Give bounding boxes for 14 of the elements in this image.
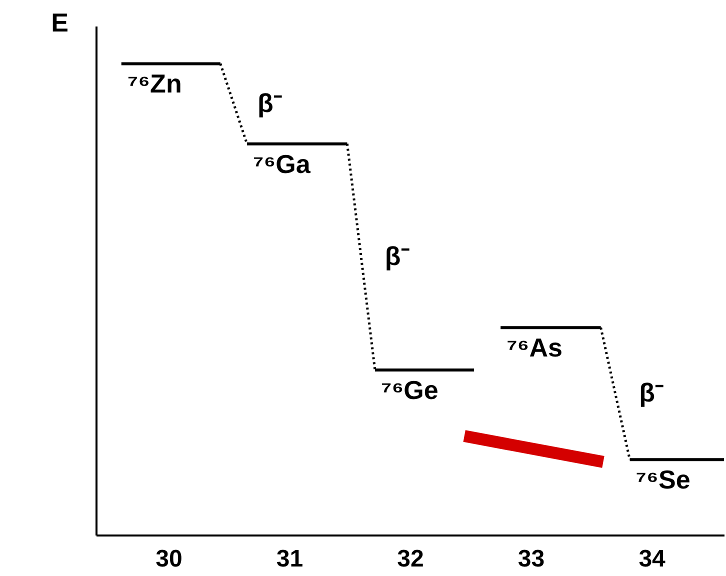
series-label: ⁷⁶As bbox=[506, 332, 563, 363]
x-tick-label: 32 bbox=[397, 546, 424, 572]
y-axis-title: E bbox=[51, 8, 68, 38]
annotation: β⁻ bbox=[639, 378, 664, 408]
annotation: β⁻ bbox=[257, 88, 282, 118]
series-label: ⁷⁶Se bbox=[636, 464, 690, 495]
annotation: β⁻ bbox=[384, 240, 410, 271]
series-label: ⁷⁶Ga bbox=[252, 148, 311, 179]
x-tick-label: 34 bbox=[638, 546, 666, 572]
series-label: ⁷⁶Ge bbox=[380, 375, 438, 406]
series-label: ⁷⁶Zn bbox=[127, 68, 182, 99]
x-tick-label: 31 bbox=[276, 546, 304, 572]
x-tick-label: 33 bbox=[518, 546, 545, 572]
x-tick-label: 30 bbox=[156, 546, 182, 572]
